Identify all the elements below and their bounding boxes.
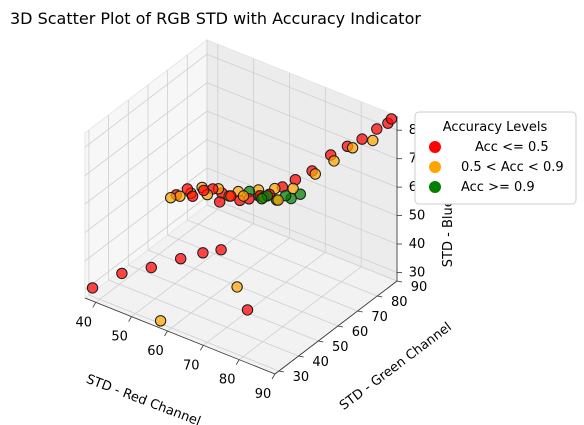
legend-title: Accuracy Levels xyxy=(443,120,548,135)
grid-z-left-0 xyxy=(84,196,208,290)
point-series1-3 xyxy=(174,190,186,202)
y-tick-mark-1 xyxy=(298,355,304,358)
point-series1-17 xyxy=(328,155,340,167)
axis-lines xyxy=(84,116,398,375)
point-series0-5 xyxy=(215,244,227,256)
x-tick-label-2: 60 xyxy=(147,344,164,359)
point-series1-1 xyxy=(231,281,243,293)
x-tick-label-1: 50 xyxy=(111,330,128,345)
y-tick-mark-5 xyxy=(377,295,383,298)
data-points xyxy=(86,113,398,327)
point-series1-18 xyxy=(346,142,359,154)
grid-lines xyxy=(84,40,398,375)
y-tick-mark-2 xyxy=(318,340,324,343)
x-tick-mark-3 xyxy=(199,345,204,351)
point-series1-0 xyxy=(154,315,167,327)
y-tick-label-3: 60 xyxy=(352,325,369,340)
point-series1-14 xyxy=(272,194,284,206)
x-tick-label-4: 80 xyxy=(219,373,236,388)
grid-y-floor-4 xyxy=(167,234,358,312)
point-series0-0 xyxy=(86,282,99,294)
point-series1-19 xyxy=(367,134,379,147)
point-series0-6 xyxy=(241,304,254,316)
z-tick-label-2: 50 xyxy=(409,209,426,224)
grid-z-back-5 xyxy=(206,53,398,131)
point-series0-4 xyxy=(197,247,209,259)
grid-y-floor-0 xyxy=(88,294,280,372)
grid-y-floor-5 xyxy=(187,219,378,297)
x-axis-line xyxy=(84,297,276,375)
y-tick-label-5: 80 xyxy=(391,295,408,310)
point-series1-2 xyxy=(165,192,177,204)
x-tick-mark-1 xyxy=(128,316,132,322)
y-tick-label-4: 70 xyxy=(371,310,388,325)
z-tick-label-1: 40 xyxy=(409,237,426,252)
point-series0-25 xyxy=(371,123,383,135)
y-tick-mark-3 xyxy=(337,325,344,328)
y-axis-line xyxy=(274,280,398,375)
grid-z-left-2 xyxy=(84,139,208,233)
point-series0-14 xyxy=(225,190,237,202)
grid-z-back-2 xyxy=(206,139,398,216)
point-series1-16 xyxy=(309,168,321,180)
point-series0-9 xyxy=(186,190,199,202)
point-series0-13 xyxy=(214,196,226,208)
grid-x-floor-0 xyxy=(95,208,219,303)
y-tick-label-2: 50 xyxy=(332,340,349,355)
grid-z-back-3 xyxy=(206,110,398,188)
grid-z-back-0 xyxy=(206,196,398,273)
x-tick-label-5: 90 xyxy=(255,387,272,402)
grid-y-floor-2 xyxy=(128,264,319,342)
point-series0-24 xyxy=(356,133,368,145)
legend-label-2: Acc >= 0.9 xyxy=(461,180,535,195)
x-tick-mark-2 xyxy=(164,330,168,337)
y-tick-mark-4 xyxy=(357,310,363,313)
grid-z-left-4 xyxy=(84,82,208,177)
x-tick-label-0: 40 xyxy=(76,315,93,330)
point-series1-10 xyxy=(237,190,250,202)
legend-label-1: 0.5 < Acc < 0.9 xyxy=(461,160,564,175)
x-tick-mark-4 xyxy=(235,359,240,365)
y-tick-mark-6 xyxy=(396,280,403,283)
grid-y-floor-6 xyxy=(206,204,398,282)
legend-marker-0 xyxy=(429,141,441,153)
y-tick-label-0: 30 xyxy=(293,370,310,385)
legend-marker-1 xyxy=(429,161,441,173)
x-tick-label-3: 70 xyxy=(183,358,200,373)
point-series2-2 xyxy=(256,193,268,205)
legend-label-0: Acc <= 0.5 xyxy=(475,140,549,155)
y-tick-label-6: 90 xyxy=(411,280,428,295)
grid-y-floor-1 xyxy=(108,279,299,357)
x-tick-mark-0 xyxy=(92,302,97,308)
grid-x-floor-3 xyxy=(203,251,326,346)
legend: Accuracy Levels Acc <= 0.5 0.5 < Acc < 0… xyxy=(414,111,577,205)
grid-z-back-4 xyxy=(206,82,398,160)
point-series0-1 xyxy=(116,267,128,280)
chart-title: 3D Scatter Plot of RGB STD with Accuracy… xyxy=(10,9,421,28)
axis-panes xyxy=(83,38,399,375)
point-series0-10 xyxy=(198,184,210,197)
y-tick-label-1: 40 xyxy=(312,355,329,370)
point-series0-3 xyxy=(175,253,187,265)
grid-z-left-3 xyxy=(84,110,208,205)
y-tick-mark-0 xyxy=(278,370,284,373)
legend-box xyxy=(414,111,577,205)
point-series0-27 xyxy=(385,113,398,125)
grid-x-floor-4 xyxy=(238,266,362,361)
legend-marker-2 xyxy=(429,181,441,193)
grid-z-left-5 xyxy=(84,53,208,148)
x-tick-mark-5 xyxy=(271,373,276,380)
grid-x-floor-1 xyxy=(131,223,254,317)
grid-z-back-1 xyxy=(206,167,398,245)
grid-x-floor-2 xyxy=(167,237,290,332)
point-series0-2 xyxy=(145,261,158,274)
x-axis-label: STD - Red Channel xyxy=(84,372,203,425)
z-tick-label-0: 30 xyxy=(409,266,426,281)
